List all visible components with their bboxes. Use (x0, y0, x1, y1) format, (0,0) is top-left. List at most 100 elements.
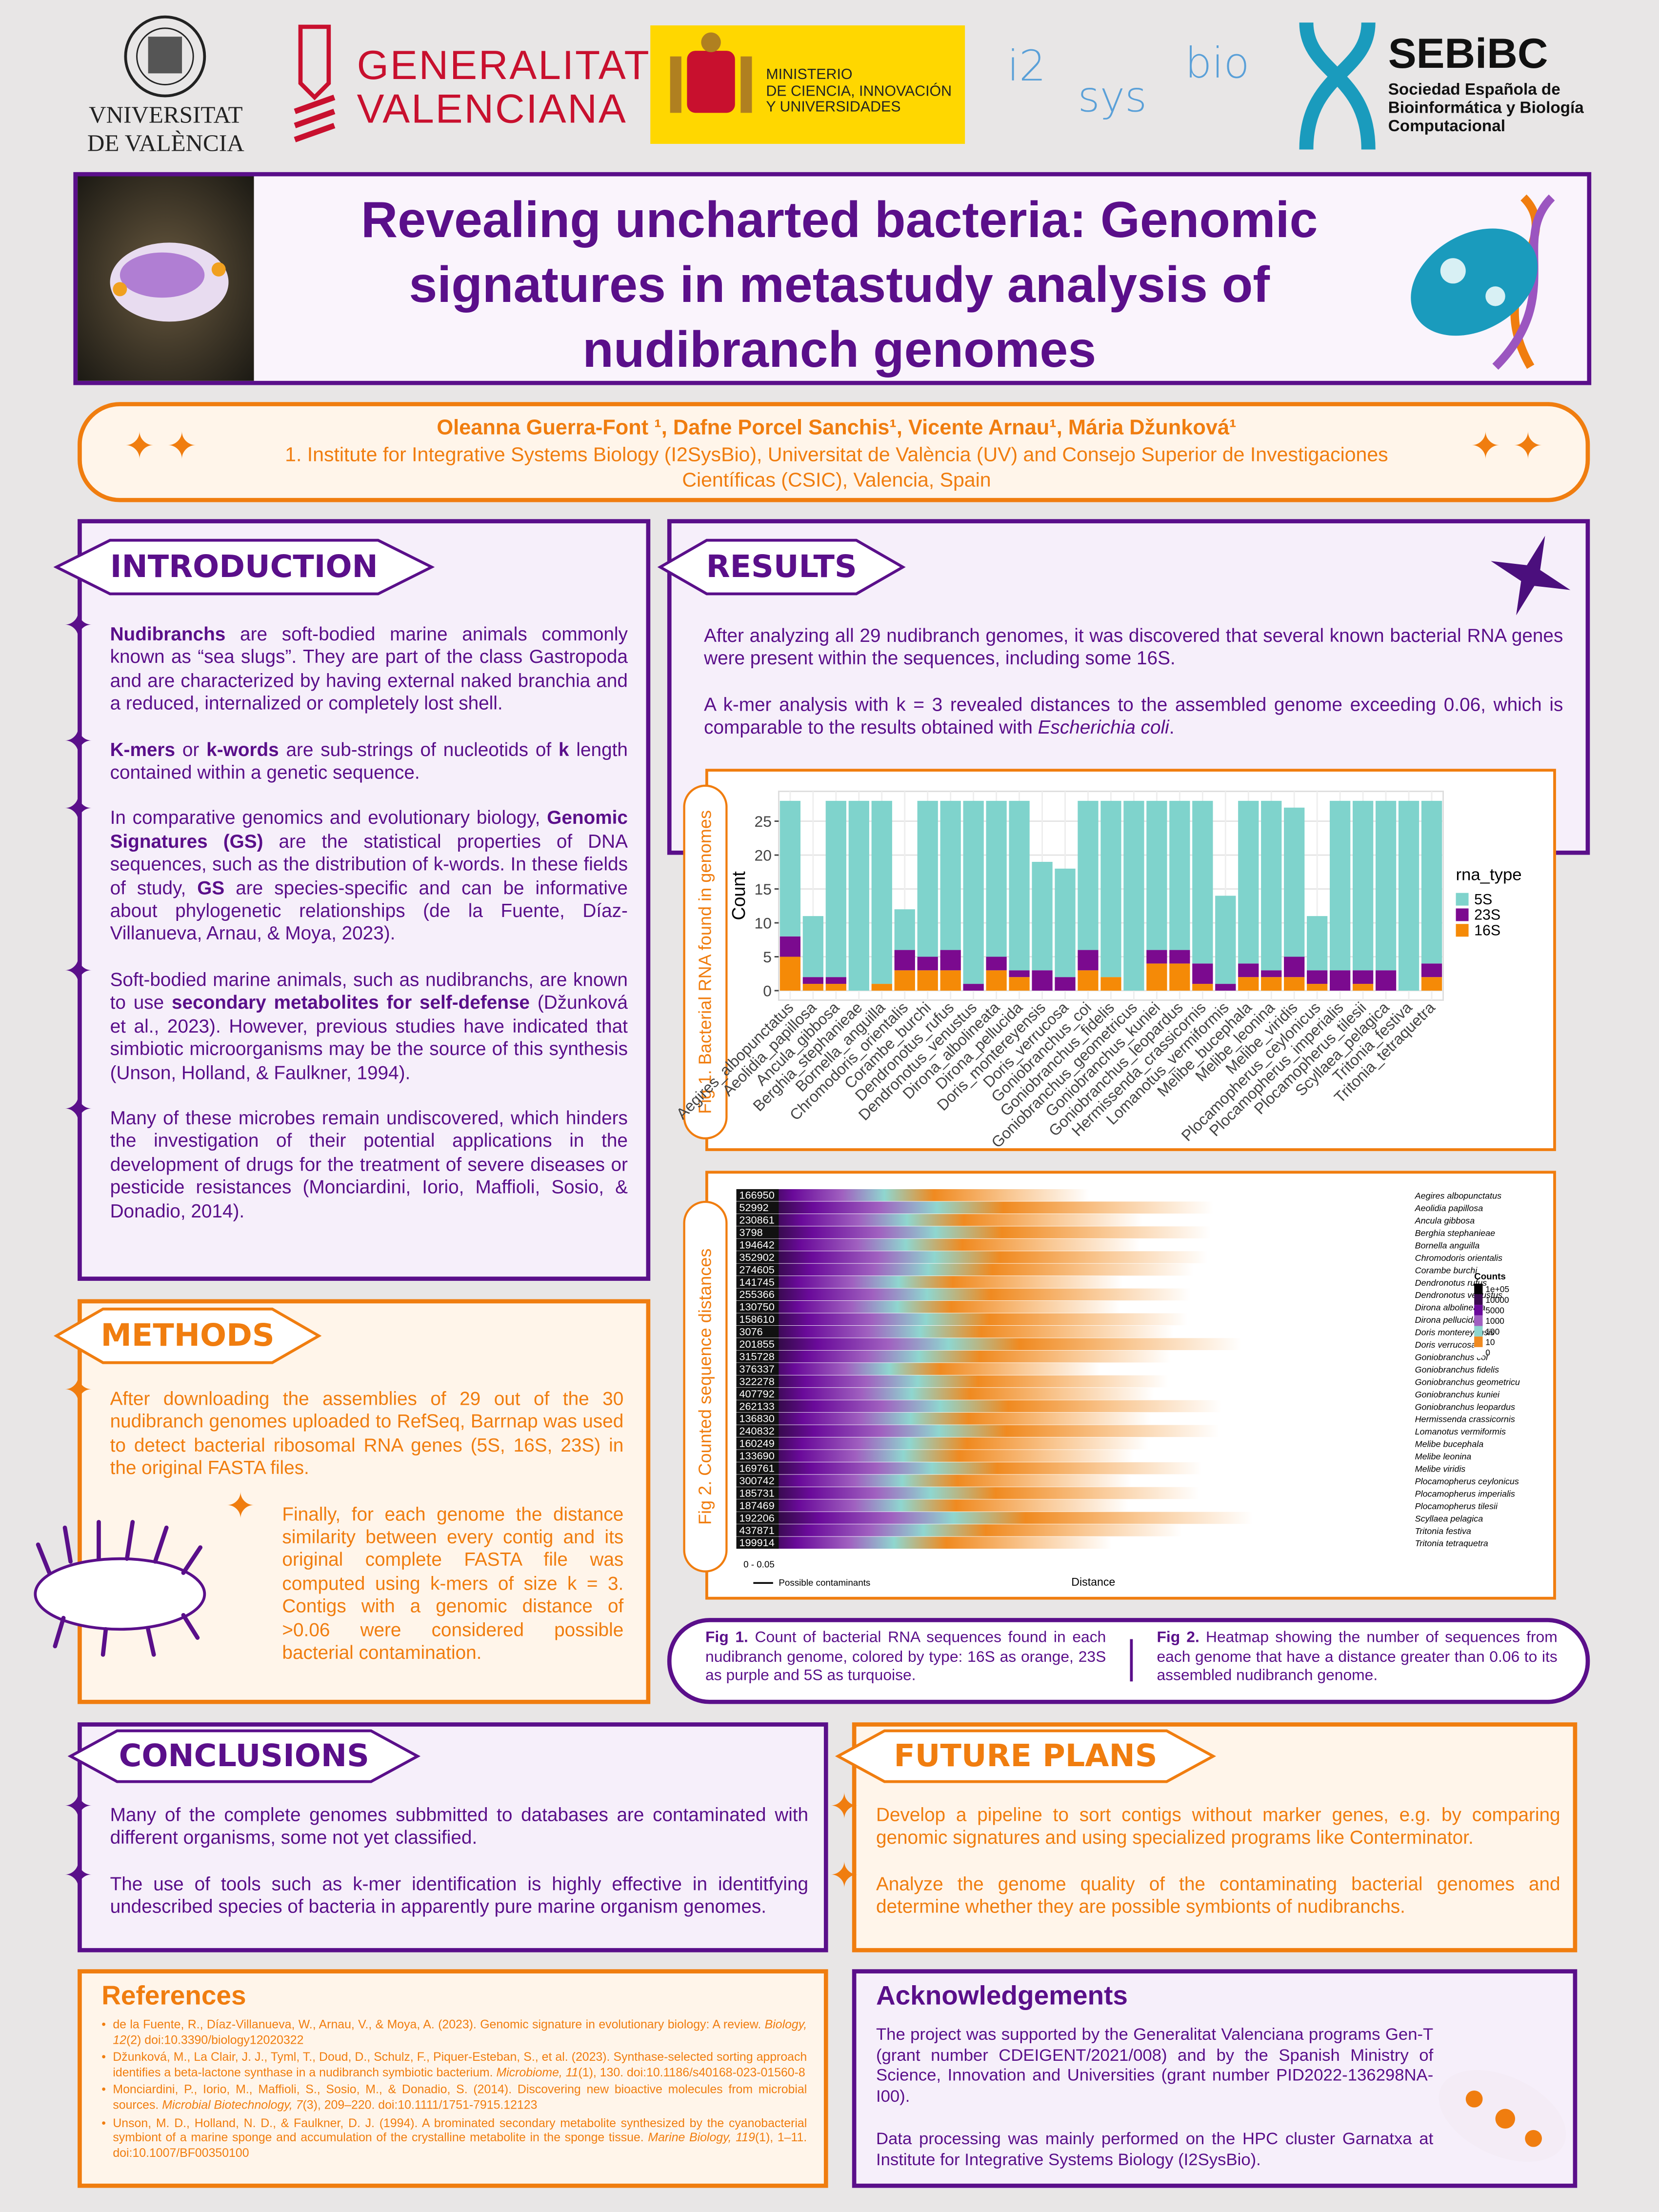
legend-swatch (1456, 908, 1469, 921)
row-count: 322278 (739, 1375, 774, 1387)
row-label-bg (736, 1301, 779, 1313)
paragraph: A k-mer analysis with k = 3 revealed dis… (704, 694, 1563, 740)
bar-segment (986, 800, 1007, 957)
row-count: 240832 (739, 1425, 774, 1437)
text-run: length contained within a genetic sequen… (110, 738, 628, 783)
bar-segment (1215, 984, 1236, 991)
paragraph: Unson, M. D., Holland, N. D., & Faulkner… (101, 2115, 807, 2160)
bar-segment (1352, 970, 1374, 984)
row-count: 255366 (739, 1288, 774, 1300)
legend-swatch (1474, 1326, 1483, 1337)
bar-segment (1009, 970, 1030, 977)
bar-segment (1330, 970, 1351, 991)
paragraph: Fig 2. Heatmap showing the number of seq… (1157, 1629, 1557, 1686)
legend-label: 23S (1474, 907, 1500, 923)
row-genome: Lomanotus vermiformis (1415, 1427, 1506, 1436)
heatmap-row (736, 1350, 1171, 1363)
text-run: are species-specific and can be informat… (110, 877, 628, 945)
decor-star (1491, 536, 1571, 616)
bar-segment (1078, 950, 1099, 971)
row-label-bg (736, 1313, 779, 1326)
legend-swatch (1474, 1347, 1483, 1358)
paragraph: Many of the complete genomes subbmitted … (63, 1796, 809, 1851)
title: Revealing uncharted bacteria: Genomic si… (261, 188, 1418, 382)
heatmap-row (736, 1475, 1132, 1487)
heatmap-row (736, 1189, 1089, 1201)
row-count: 194642 (739, 1238, 774, 1251)
acknowledgements-text: The project was supported by the General… (876, 2024, 1433, 2193)
row-count: 3798 (739, 1226, 762, 1238)
bar-segment (1146, 963, 1167, 991)
sebibc-line: Computacional (1388, 118, 1505, 136)
row-label-bg (736, 1201, 779, 1214)
row-count: 352902 (739, 1251, 774, 1263)
nudibranch-photo-small (1439, 2070, 1566, 2162)
row-genome: Chromodoris orientalis (1415, 1253, 1502, 1263)
row-label-bg (736, 1251, 779, 1263)
row-count: 169761 (739, 1462, 774, 1475)
introduction-text: Nudibranchs are soft-bodied marine anima… (63, 615, 628, 1245)
bar-segment (940, 800, 961, 950)
text-run: K-mers (110, 738, 176, 760)
row-genome: Goniobranchus kuniei (1415, 1390, 1500, 1399)
row-count: 52992 (739, 1201, 768, 1214)
heatmap-row (736, 1400, 1222, 1413)
heatmap-row (736, 1263, 1194, 1276)
paragraph: Nudibranchs are soft-bodied marine anima… (63, 615, 628, 716)
methods-text: After downloading the assemblies of 29 o… (63, 1379, 623, 1688)
heatmap-row (736, 1413, 1151, 1425)
row-count: 407792 (739, 1388, 774, 1400)
results-text: After analyzing all 29 nudibranch genome… (704, 625, 1563, 762)
bar-segment (1238, 977, 1259, 991)
text-run: Data processing was mainly performed on … (876, 2129, 1434, 2170)
legend-swatch (1474, 1315, 1483, 1326)
text-run: secondary metabolites for self-defense (171, 992, 530, 1014)
row-count: 376337 (739, 1363, 774, 1375)
i2sysbio-logo: i2 sys bio (1004, 28, 1272, 127)
legend-label: 16S (1474, 922, 1500, 938)
text-run: Fig 1. (705, 1629, 748, 1646)
text-run: (2) doi:10.3390/biology12020322 (126, 2032, 304, 2047)
ministerio-line: DE CIENCIA, INNOVACIÓN (766, 82, 952, 100)
text-run: Many of the complete genomes subbmitted … (110, 1804, 809, 1849)
row-genome: Plocamopherus tilesii (1415, 1501, 1498, 1511)
bar-segment (1421, 977, 1442, 991)
heading-shape (67, 1729, 420, 1783)
row-genome: Goniobranchus fidelis (1415, 1365, 1499, 1375)
row-count: 187469 (739, 1499, 774, 1512)
legend-label: 1e+05 (1485, 1284, 1509, 1294)
bar-segment (1169, 800, 1190, 950)
acknowledgements-heading: Acknowledgements (876, 1982, 1128, 2012)
title-line: Revealing uncharted bacteria: Genomic (361, 190, 1318, 248)
bar-segment (986, 957, 1007, 971)
bar-segment (1123, 800, 1144, 991)
row-genome: Doris verrucosa (1415, 1340, 1477, 1350)
bar-segment (825, 800, 846, 977)
text-run: In comparative genomics and evolutionary… (110, 807, 547, 829)
uv-name: VNIVERSITAT DE VALÈNCIA (78, 101, 254, 158)
future-plans-heading: FUTURE PLANS (835, 1728, 1216, 1785)
bar-segment (1421, 963, 1442, 977)
figure-label-pill (683, 1200, 728, 1573)
conclusions-heading: CONCLUSIONS (67, 1728, 420, 1785)
i2sysbio-part: sys (1078, 73, 1147, 123)
caption-2: Fig 2. Heatmap showing the number of seq… (1157, 1629, 1557, 1709)
row-genome: Goniobranchus geometricu (1415, 1377, 1520, 1387)
text-run: de la Fuente, R., Díaz-Villanueva, W., A… (113, 2017, 765, 2032)
text-run: Microbiome, 11 (496, 2065, 579, 2079)
bar-segment (1192, 800, 1213, 964)
gva-name: GENERALITAT VALENCIANA (357, 43, 651, 133)
heatmap-row (736, 1214, 1143, 1226)
gva-line: GENERALITAT (357, 43, 651, 89)
row-label-bg (736, 1536, 779, 1549)
x-axis-label: Distance (1071, 1575, 1115, 1588)
heatmap-row (736, 1313, 1188, 1326)
text-run: The use of tools such as k-mer identific… (110, 1873, 809, 1917)
title-line: signatures in metastudy analysis of (409, 255, 1270, 314)
bar-segment (825, 977, 846, 984)
bar-segment (1192, 963, 1213, 984)
heading-shape (53, 538, 435, 596)
bar-segment (1238, 963, 1259, 977)
heatmap-row (736, 1499, 1129, 1512)
ministerio-line: Y UNIVERSIDADES (766, 99, 901, 116)
